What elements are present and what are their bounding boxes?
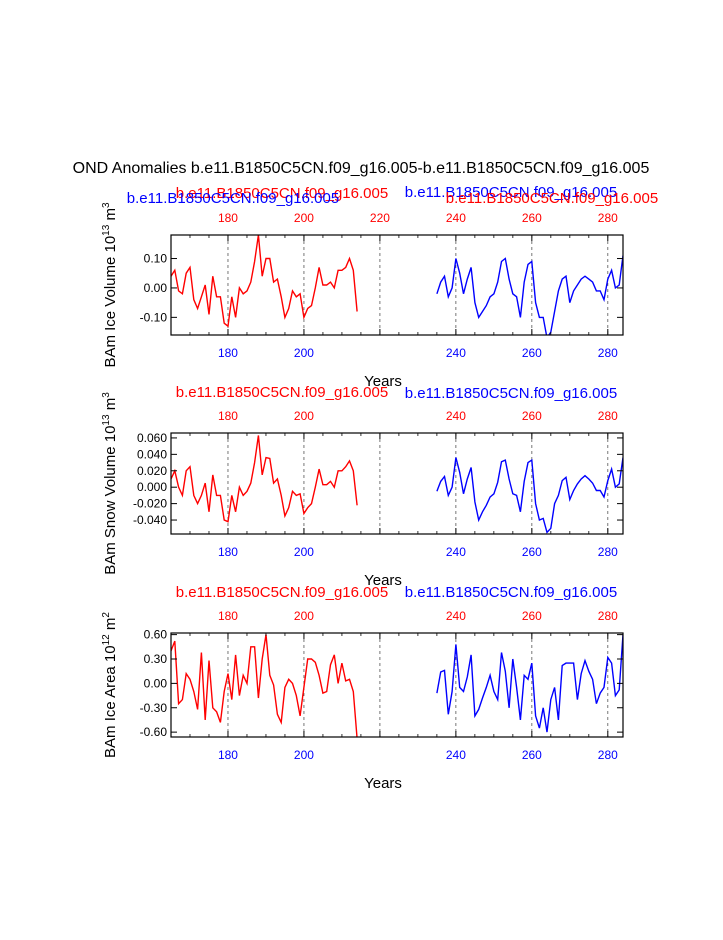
series-line-blue xyxy=(436,255,623,335)
ytick-label: 0.00 xyxy=(144,281,168,295)
xtick-label-bottom: 240 xyxy=(446,545,466,559)
xtick-label-top: 180 xyxy=(218,609,238,623)
ytick-label: 0.10 xyxy=(144,252,168,266)
xtick-label-bottom: 180 xyxy=(218,346,238,360)
xtick-label-top: 200 xyxy=(294,409,314,423)
ytick-label: 0.30 xyxy=(144,652,168,666)
top-label-red: b.e11.B1850C5CN.f09_g16.005 xyxy=(176,584,388,601)
chart-panel-3: -0.60 -0.30 0.00 0.30 0.60 180 180 200 200 240 240… xyxy=(101,584,624,792)
ytick-label: 0.060 xyxy=(137,431,167,445)
plot-frame xyxy=(170,432,624,535)
plot-frame xyxy=(170,234,624,336)
y-axis-label: BAm Snow Volume 1013 m3 xyxy=(101,392,119,575)
ytick-label: -0.30 xyxy=(140,701,168,715)
xtick-label-top: 280 xyxy=(598,409,618,423)
xtick-label-top: 260 xyxy=(522,409,542,423)
top-label-red: b.e11.B1850C5CN.f09_g16.005 xyxy=(176,185,388,202)
xtick-label-bottom: 260 xyxy=(522,346,542,360)
xtick-label-top: 260 xyxy=(522,609,542,623)
series-line-red xyxy=(171,235,358,328)
xtick-label-bottom: 260 xyxy=(522,748,542,762)
plot-frame xyxy=(170,632,624,738)
ytick-label: -0.60 xyxy=(140,725,168,739)
series-line-blue xyxy=(436,457,623,534)
x-axis-label: Years xyxy=(364,572,402,589)
ytick-label: -0.040 xyxy=(133,513,167,527)
xtick-label-top: 280 xyxy=(598,211,618,225)
xtick-label-bottom: 200 xyxy=(294,748,314,762)
ytick-label: 0.040 xyxy=(137,447,167,461)
ytick-label: -0.020 xyxy=(133,497,167,511)
top-label-blue: b.e11.B1850C5CN.f09_g16.005 xyxy=(405,385,617,402)
xtick-label-bottom: 200 xyxy=(294,545,314,559)
xtick-label-top: 240 xyxy=(446,211,466,225)
y-axis-label: BAm Ice Area 1012 m2 xyxy=(101,612,119,758)
ytick-label: 0.00 xyxy=(144,676,168,690)
series-line-red xyxy=(171,435,358,523)
xtick-label-bottom: 240 xyxy=(446,346,466,360)
y-axis-label: BAm Ice Volume 1013 m3 xyxy=(101,202,119,368)
ytick-label: 0.020 xyxy=(137,464,167,478)
top-label-red-secondary: b.e11.B1850C5CN.f09_g16.005 xyxy=(446,190,658,207)
xtick-label-top: 220 xyxy=(370,211,390,225)
ytick-label: 0.60 xyxy=(144,628,168,642)
xtick-label-bottom: 280 xyxy=(598,545,618,559)
top-label-blue-secondary: b.e11.B1850C5CN.f09_g16.005 xyxy=(127,190,339,207)
xtick-label-top: 200 xyxy=(294,211,314,225)
xtick-label-top: 240 xyxy=(446,609,466,623)
x-axis-label: Years xyxy=(364,373,402,390)
x-axis-label: Years xyxy=(364,775,402,792)
xtick-label-bottom: 180 xyxy=(218,545,238,559)
xtick-label-top: 200 xyxy=(294,609,314,623)
top-label-blue: b.e11.B1850C5CN.f09_g16.005 xyxy=(405,184,617,201)
series-line-red xyxy=(171,634,358,737)
xtick-label-top: 180 xyxy=(218,409,238,423)
series-line-blue xyxy=(436,634,623,733)
xtick-label-top: 180 xyxy=(218,211,238,225)
xtick-label-bottom: 200 xyxy=(294,346,314,360)
xtick-label-top: 240 xyxy=(446,409,466,423)
xtick-label-bottom: 240 xyxy=(446,748,466,762)
xtick-label-top: 260 xyxy=(522,211,542,225)
ytick-label: -0.10 xyxy=(140,310,168,324)
top-label-blue: b.e11.B1850C5CN.f09_g16.005 xyxy=(405,584,617,601)
xtick-label-bottom: 260 xyxy=(522,545,542,559)
top-label-red: b.e11.B1850C5CN.f09_g16.005 xyxy=(176,384,388,401)
chart-panel-2: -0.040 -0.020 0.000 0.020 0.040 0.060 180 180 20… xyxy=(101,384,624,589)
panels: -0.10 0.00 0.10 180 180 200 200 220 240 240 260 260… xyxy=(101,184,658,792)
xtick-label-bottom: 280 xyxy=(598,346,618,360)
chart-panel-1: -0.10 0.00 0.10 180 180 200 200 220 240 240 260 260… xyxy=(101,184,658,390)
xtick-label-bottom: 180 xyxy=(218,748,238,762)
ytick-label: 0.000 xyxy=(137,480,167,494)
xtick-label-top: 280 xyxy=(598,609,618,623)
figure-title: OND Anomalies b.e11.B1850C5CN.f09_g16.00… xyxy=(73,160,650,177)
xtick-label-bottom: 280 xyxy=(598,748,618,762)
